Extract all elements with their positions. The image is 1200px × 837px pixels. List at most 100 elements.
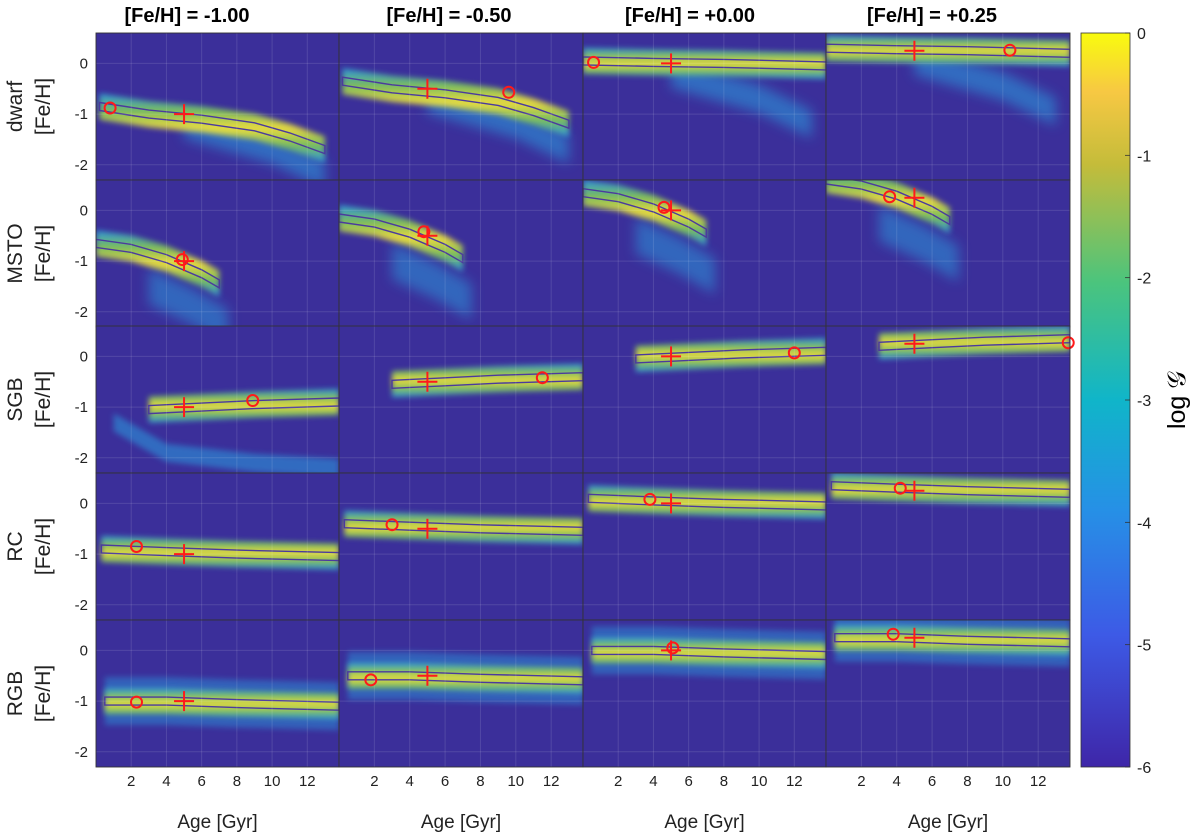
panel-grid-lines <box>339 33 583 180</box>
likelihood-contour <box>100 544 339 562</box>
likelihood-contour <box>98 101 326 155</box>
likelihood-band <box>101 536 339 570</box>
x-tick-label: 4 <box>162 773 170 790</box>
x-tick-label: 2 <box>614 773 622 790</box>
estimate-marker <box>657 200 671 214</box>
panel-likelihood <box>113 389 339 473</box>
panel-likelihood <box>98 93 326 180</box>
likelihood-band <box>104 688 339 720</box>
panel-likelihood <box>830 473 1070 507</box>
panel-grid-lines <box>96 33 339 180</box>
panel-2-4: 2 4 6 8 10 12 <box>582 619 827 790</box>
likelihood-band <box>148 389 339 423</box>
panel-likelihood <box>343 510 583 545</box>
panel-grid-lines <box>826 180 1070 327</box>
likelihood-band <box>339 205 463 272</box>
likelihood-band <box>879 326 1070 360</box>
panel-2-1 <box>582 179 827 328</box>
x-tick-label: 10 <box>994 773 1011 790</box>
column-titles: [Fe/H] = -1.00 [Fe/H] = -0.50 [Fe/H] = +… <box>124 5 997 27</box>
panel-grid: 0 -1 -2 0 -1 -2 0 -1 -2 0 -1 -2 0 -1 -2 2 4 6 8 10 12 2 4 6 8 10 1… <box>75 32 1075 790</box>
row-label-4: RGB <box>4 671 27 717</box>
likelihood-contour <box>591 645 826 661</box>
row-label-2: SGB <box>4 377 27 421</box>
column-title-2: [Fe/H] = +0.00 <box>625 5 755 27</box>
panel-2-2 <box>582 325 827 474</box>
x-axis-label: Age [Gyr] <box>177 812 257 833</box>
likelihood-contour <box>347 671 583 686</box>
x-tick-label: 6 <box>928 773 936 790</box>
panel-0-2: 0 -1 -2 <box>75 325 340 474</box>
estimate-marker <box>502 85 516 99</box>
column-title-0: [Fe/H] = -1.00 <box>124 5 249 27</box>
x-tick-label: 4 <box>649 773 657 790</box>
y-tick-label: -2 <box>75 744 88 761</box>
panel-grid-lines <box>826 33 1070 180</box>
likelihood-band <box>344 510 583 545</box>
panel-grid-lines <box>96 620 339 767</box>
likelihood-band <box>347 662 583 694</box>
y-axis-label: [Fe/H] <box>32 518 55 575</box>
colorbar-tick-label: 0 <box>1137 26 1146 43</box>
panel-0-1: 0 -1 -2 <box>75 179 340 328</box>
likelihood-contour <box>339 213 464 264</box>
y-axis-label: [Fe/H] <box>32 225 55 282</box>
x-tick-label: 12 <box>786 773 803 790</box>
panel-0-4: 0 -1 -2 2 4 6 8 10 12 <box>75 619 340 790</box>
y-tick-label: 0 <box>80 642 88 659</box>
estimate-marker <box>893 481 907 495</box>
panel-grid-lines <box>339 473 583 620</box>
panel-grid-lines <box>96 180 339 327</box>
panel-likelihood <box>583 47 826 139</box>
likelihood-band <box>826 35 1070 67</box>
y-tick-label: -1 <box>75 253 88 270</box>
likelihood-band <box>392 363 583 398</box>
likelihood-contour <box>583 56 826 71</box>
estimate-marker <box>385 518 399 532</box>
panel-grid-lines <box>583 33 826 180</box>
colorbar-tick-label: -2 <box>1137 271 1151 288</box>
panel-likelihood <box>104 677 339 731</box>
estimate-marker <box>130 540 143 553</box>
likelihood-band <box>834 624 1070 656</box>
likelihood-band <box>583 47 826 79</box>
likelihood-contour <box>148 397 339 415</box>
panel-grid-lines <box>583 326 826 473</box>
likelihood-halo <box>635 217 716 295</box>
panel-frame <box>825 619 1071 768</box>
estimate-marker <box>883 190 897 204</box>
likelihood-halo <box>148 268 229 327</box>
colorbar-label: log 𝒢 <box>1163 371 1191 429</box>
x-tick-label: 8 <box>476 773 484 790</box>
likelihood-contour <box>587 493 826 511</box>
likelihood-contour <box>341 76 570 130</box>
x-tick-label: 8 <box>963 773 971 790</box>
estimate-marker <box>175 253 189 267</box>
estimate-marker <box>643 492 657 506</box>
likelihood-halo <box>879 205 959 282</box>
panel-3-0 <box>825 32 1071 181</box>
panel-likelihood <box>347 651 583 705</box>
estimate-marker <box>886 627 900 641</box>
x-axis-label: Age [Gyr] <box>421 812 501 833</box>
likelihood-halo <box>392 243 472 320</box>
y-tick-label: -1 <box>75 693 88 710</box>
likelihood-contour <box>834 633 1070 648</box>
colorbar: 0 -1 -2 -3 -4 -5 -6 log 𝒢 <box>1080 26 1191 777</box>
y-tick-label: -1 <box>75 399 88 416</box>
likelihood-band <box>96 230 220 297</box>
colorbar-tick-label: -6 <box>1137 760 1151 777</box>
panel-1-3 <box>338 472 584 621</box>
estimate-marker <box>417 225 431 239</box>
likelihood-contour <box>826 180 951 226</box>
panel-likelihood <box>826 35 1070 126</box>
y-tick-label: 0 <box>80 348 88 365</box>
row-label-0: dwarf <box>4 81 27 133</box>
x-tick-label: 10 <box>507 773 524 790</box>
column-title-3: [Fe/H] = +0.25 <box>867 5 997 27</box>
likelihood-contour <box>104 696 339 711</box>
likelihood-contour <box>391 371 583 390</box>
panel-2-0 <box>582 32 827 181</box>
x-tick-label: 2 <box>857 773 865 790</box>
